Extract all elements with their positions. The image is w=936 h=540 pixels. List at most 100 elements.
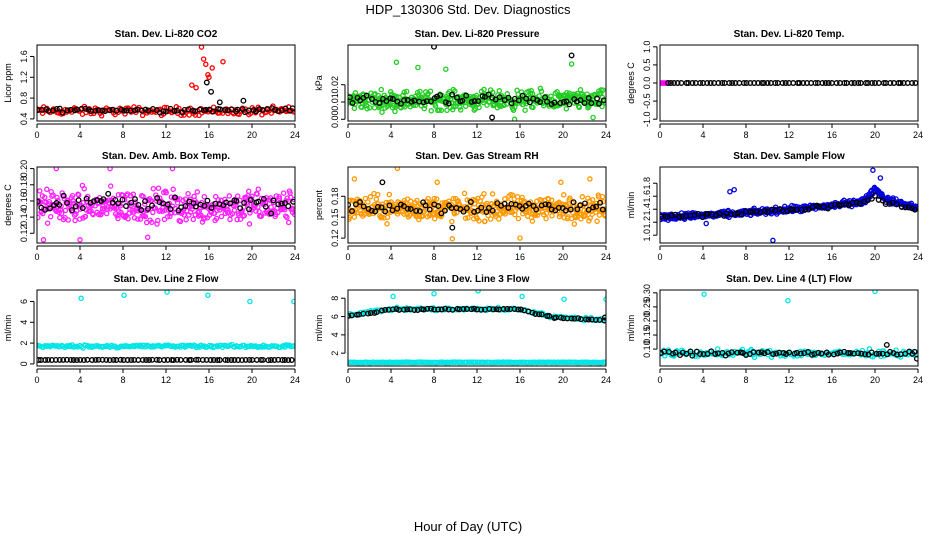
point <box>545 196 552 203</box>
point <box>77 356 84 363</box>
point <box>489 191 496 197</box>
point <box>457 104 463 110</box>
point <box>501 200 508 207</box>
point <box>407 198 414 205</box>
point <box>880 80 887 86</box>
outlier-point <box>872 290 878 295</box>
outlier-point <box>205 71 211 78</box>
series-averaged <box>37 190 295 217</box>
outlier-point <box>489 114 496 121</box>
point <box>851 80 858 86</box>
point <box>281 357 288 363</box>
point <box>462 92 468 98</box>
point <box>590 204 596 211</box>
point <box>510 107 517 113</box>
point <box>496 88 503 94</box>
point <box>407 206 414 212</box>
point <box>555 204 562 211</box>
point <box>543 215 549 222</box>
point <box>549 213 555 219</box>
x-tick-label: 4 <box>388 130 393 140</box>
point <box>699 214 706 221</box>
point <box>548 206 555 213</box>
point <box>570 199 577 206</box>
y-tick-label: 0.12 <box>330 229 340 247</box>
data-points <box>660 167 918 243</box>
point <box>800 80 807 86</box>
point <box>103 210 110 217</box>
point <box>431 215 438 222</box>
point <box>414 197 420 204</box>
x-tick-label: 20 <box>558 130 568 140</box>
point <box>523 95 530 102</box>
x-tick-label: 16 <box>515 375 525 385</box>
point <box>597 199 604 206</box>
outlier-point <box>198 45 205 50</box>
point <box>376 100 383 106</box>
point <box>189 203 196 209</box>
point <box>211 343 218 350</box>
point <box>224 357 231 364</box>
point <box>560 192 567 198</box>
x-tick-label: 16 <box>827 130 837 140</box>
point <box>289 105 295 112</box>
point <box>84 343 91 349</box>
point <box>486 359 492 366</box>
point <box>82 105 89 112</box>
x-tick-label: 12 <box>161 375 171 385</box>
point <box>525 200 532 207</box>
point <box>500 306 507 312</box>
point <box>246 206 252 213</box>
point <box>365 199 371 205</box>
point <box>715 80 722 86</box>
point <box>174 356 181 363</box>
point <box>732 210 739 217</box>
point <box>69 207 75 214</box>
point <box>37 188 43 194</box>
point <box>802 206 809 213</box>
point <box>271 357 278 363</box>
point <box>779 80 786 86</box>
point <box>214 357 221 364</box>
point <box>245 188 252 195</box>
point <box>445 306 452 313</box>
point <box>369 99 376 106</box>
x-tick-label: 4 <box>77 252 82 262</box>
point <box>897 80 904 86</box>
point <box>123 203 129 210</box>
point <box>392 108 398 115</box>
point <box>533 206 540 213</box>
point <box>281 206 288 213</box>
plot-frame <box>659 166 919 244</box>
point <box>600 97 606 104</box>
point <box>858 350 865 357</box>
point <box>149 356 156 363</box>
series-averaged <box>665 80 918 86</box>
data-points <box>37 167 295 243</box>
point <box>142 198 149 205</box>
point <box>222 356 229 363</box>
point <box>107 183 114 189</box>
outlier-point <box>193 84 199 91</box>
point <box>142 213 149 220</box>
point <box>526 99 533 106</box>
point <box>44 220 51 226</box>
x-tick-label: 24 <box>913 130 923 140</box>
point <box>537 99 544 105</box>
point <box>719 80 726 86</box>
point <box>284 214 290 221</box>
point <box>276 195 283 202</box>
y-tick-label: 1.2 <box>19 71 29 84</box>
point <box>532 212 539 219</box>
point <box>190 216 197 223</box>
point <box>420 99 427 106</box>
series-averaged <box>348 179 606 231</box>
point <box>560 98 567 105</box>
point <box>805 206 812 213</box>
point <box>911 348 918 355</box>
point <box>601 317 606 324</box>
point <box>181 106 188 113</box>
point <box>768 206 775 213</box>
panel-title: Stan. Dev. Li-820 CO2 <box>115 29 218 40</box>
point <box>416 216 422 223</box>
